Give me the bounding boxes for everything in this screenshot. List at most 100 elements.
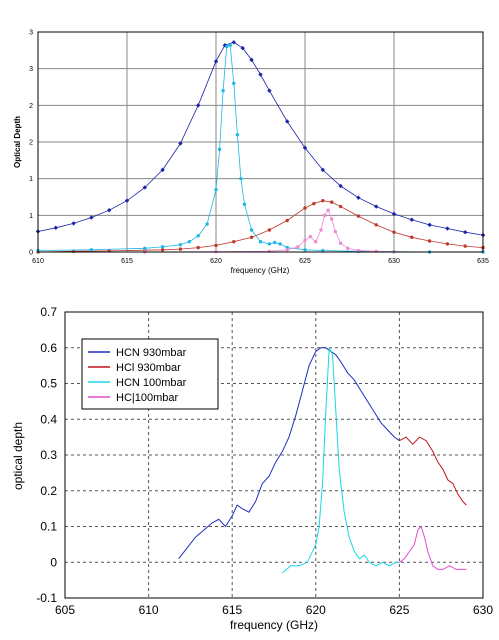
top-x-axis-label: frequency (GHz) (231, 266, 290, 275)
top-data-point (374, 223, 378, 227)
top-y-tick-label: 3 (29, 30, 33, 37)
top-data-point (320, 167, 325, 173)
top-data-point (71, 221, 76, 226)
bottom-x-tick-label: 610 (139, 603, 159, 617)
top-data-point (427, 222, 432, 228)
top-data-point (89, 248, 94, 252)
bottom-series-group (178, 347, 467, 574)
top-data-point (312, 201, 316, 206)
top-series-line (144, 209, 395, 253)
bottom-y-tick-label: 0.4 (40, 412, 57, 426)
bottom-series-line (178, 347, 400, 560)
top-data-point (124, 198, 130, 203)
top-data-point (178, 141, 183, 146)
legend-entry: HCl 930mbar (116, 362, 181, 374)
bottom-plot-frame (64, 311, 484, 599)
bottom-x-axis-ticks: 605 610 615 620 625 630 (55, 603, 493, 617)
top-data-point (338, 183, 343, 189)
top-data-point (107, 208, 112, 213)
top-data-point (160, 245, 165, 249)
top-data-point (228, 43, 232, 47)
top-data-point (249, 228, 254, 232)
top-data-point (303, 206, 307, 210)
top-data-point (333, 229, 337, 234)
top-data-point (239, 176, 243, 181)
top-data-point (330, 217, 334, 221)
top-y-tick-label: 0 (29, 250, 33, 257)
top-data-point (249, 57, 254, 63)
bottom-chart: 605 610 615 620 625 630 -0.1 0 0.1 0.2 0.3 0.4 0.5 0… (11, 305, 493, 632)
top-data-point (463, 244, 467, 248)
top-data-point (322, 213, 327, 218)
top-data-point (346, 246, 350, 251)
top-x-axis-ticks: 610 615 620 625 630 635 (32, 258, 489, 265)
top-data-point (356, 195, 361, 200)
top-x-tick-label: 615 (121, 258, 133, 265)
top-data-point (356, 248, 361, 253)
bottom-x-tick-label: 615 (222, 603, 242, 617)
top-data-point (303, 248, 307, 252)
top-data-point (249, 235, 254, 240)
top-data-point (267, 228, 272, 232)
top-gridlines (38, 32, 483, 252)
top-data-point (224, 44, 229, 49)
top-y-axis-ticks: 0 1 1 2 2 3 3 (29, 30, 33, 257)
top-data-point (222, 43, 228, 48)
top-data-point (285, 248, 289, 252)
top-x-tick-label: 635 (477, 258, 489, 265)
top-data-point (445, 226, 450, 231)
top-data-point (392, 230, 396, 234)
top-data-point (330, 200, 334, 204)
top-y-tick-label: 1 (29, 176, 33, 183)
top-data-point (273, 240, 277, 245)
top-data-point (196, 245, 200, 250)
top-data-point (258, 240, 263, 244)
top-data-point (221, 88, 225, 93)
top-data-point (285, 119, 290, 124)
top-data-point (231, 40, 236, 45)
top-x-tick-label: 625 (299, 258, 311, 265)
bottom-x-tick-label: 625 (389, 603, 409, 617)
bottom-y-tick-label: 0.3 (40, 448, 57, 462)
top-data-point (267, 242, 272, 246)
top-data-point (160, 248, 165, 252)
top-data-point (319, 228, 323, 232)
top-x-tick-label: 620 (210, 258, 222, 265)
top-data-point (410, 235, 414, 240)
top-data-point (205, 222, 209, 226)
top-data-point (196, 234, 200, 238)
top-data-point (235, 132, 240, 137)
legend-entry: HCN 930mbar (116, 347, 187, 359)
top-data-point (232, 240, 236, 244)
top-data-point (178, 242, 183, 247)
bottom-y-tick-label: 0.7 (40, 305, 57, 319)
bottom-y-tick-label: -0.1 (36, 591, 57, 605)
top-data-point (409, 217, 414, 222)
bottom-x-axis-label: frequency (GHz) (230, 618, 318, 632)
legend-entry: HC|100mbar (116, 392, 178, 404)
top-data-point (178, 247, 183, 251)
top-data-point (356, 214, 361, 218)
bottom-x-tick-label: 605 (55, 603, 75, 617)
top-x-tick-label: 630 (388, 258, 400, 265)
top-data-point (143, 246, 147, 251)
bottom-y-tick-label: 0.5 (40, 377, 57, 391)
top-plot-frame (37, 31, 484, 253)
top-data-point (303, 238, 307, 242)
top-data-point (196, 103, 201, 108)
top-data-point (374, 204, 379, 209)
top-y-tick-label: 2 (29, 103, 33, 110)
top-data-point (232, 81, 236, 86)
top-data-point (89, 215, 94, 220)
top-data-point (267, 88, 272, 93)
top-data-point (321, 198, 325, 203)
bottom-y-tick-label: 0 (50, 555, 57, 569)
top-y-tick-label: 1 (29, 213, 33, 220)
top-data-point (240, 45, 245, 51)
top-y-tick-label: 3 (29, 66, 33, 73)
bottom-x-tick-label: 630 (473, 603, 493, 617)
top-data-point (285, 218, 289, 223)
bottom-y-tick-label: 0.6 (40, 341, 57, 355)
top-data-point (326, 208, 330, 212)
top-y-axis-label: Optical Depth (13, 116, 22, 168)
